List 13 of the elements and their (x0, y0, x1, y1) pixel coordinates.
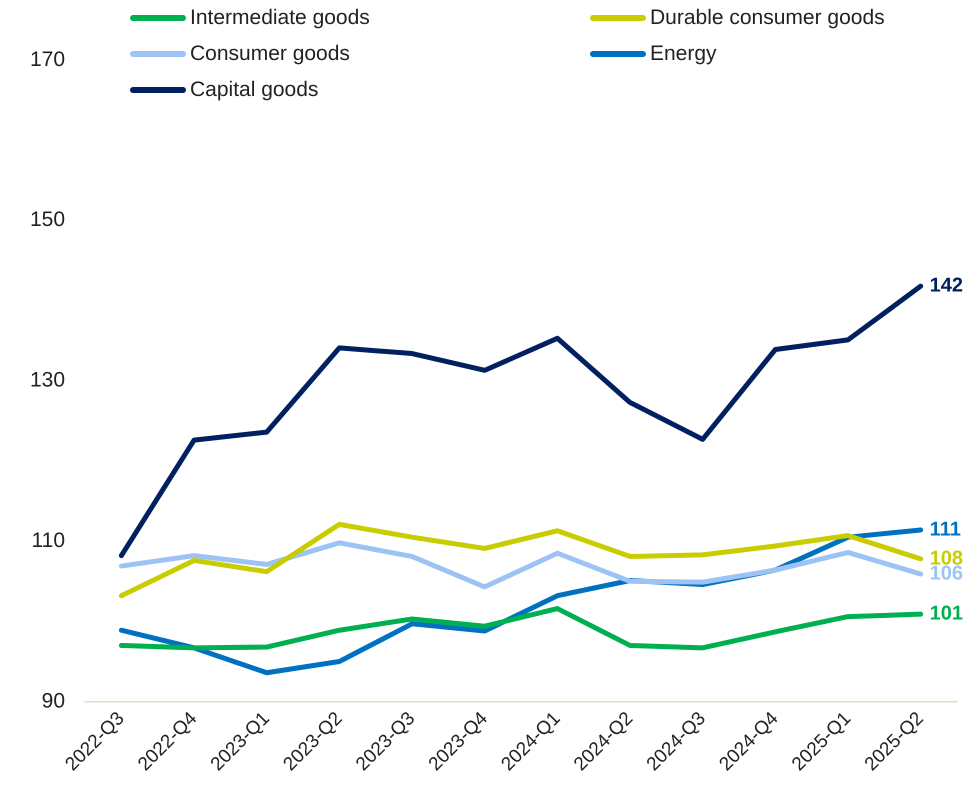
data-label: 142 (930, 274, 964, 297)
legend-label: Durable consumer goods (650, 6, 885, 30)
legend-label: Intermediate goods (190, 6, 370, 30)
y-tick-label: 150 (30, 208, 66, 232)
legend-label: Capital goods (190, 78, 318, 102)
legend-label: Energy (650, 42, 717, 66)
data-label: 101 (930, 602, 964, 625)
legend-label: Consumer goods (190, 42, 350, 66)
y-tick-label: 90 (42, 689, 66, 712)
data-label: 111 (930, 518, 961, 540)
y-tick-label: 110 (32, 528, 66, 552)
y-tick-label: 130 (30, 368, 66, 392)
y-tick-label: 170 (30, 48, 66, 71)
